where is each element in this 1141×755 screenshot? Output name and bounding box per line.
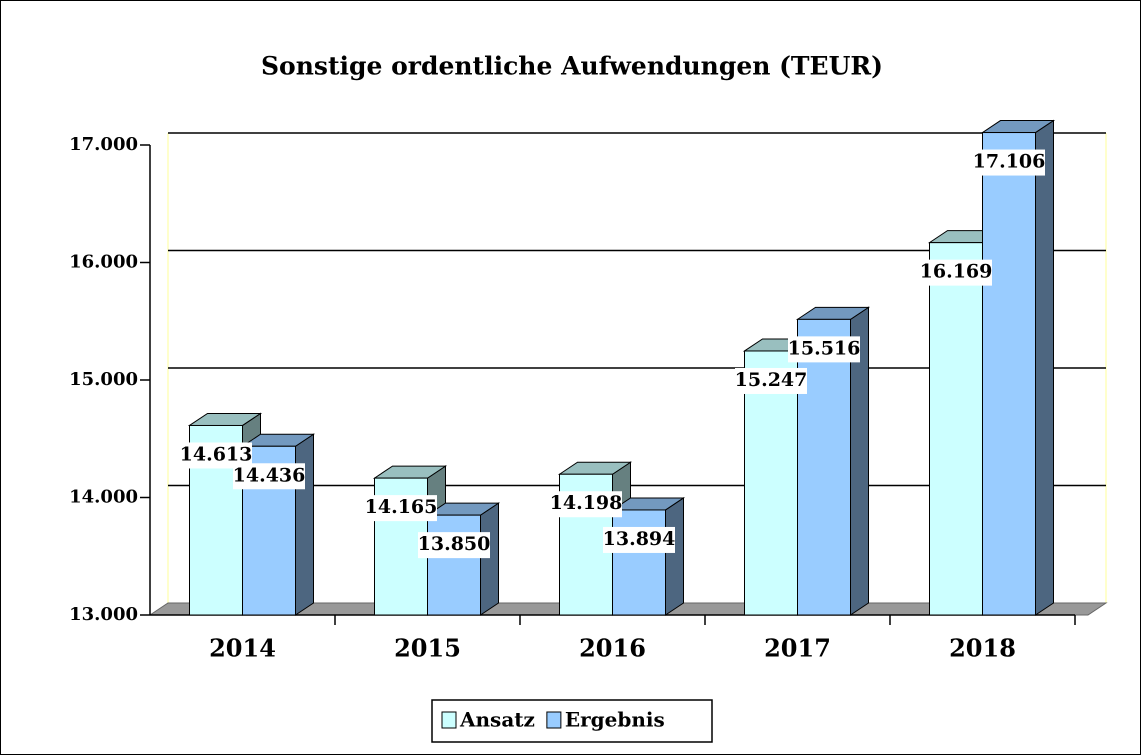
bar (612, 509, 666, 616)
value-label: 14.198 (550, 492, 623, 514)
value-label-bg (920, 259, 992, 286)
y-tick-label: 13.000 (69, 604, 138, 625)
bar-side (665, 497, 684, 616)
value-label-bg (973, 149, 1045, 176)
x-tick-label: 2014 (209, 634, 276, 663)
value-label: 13.894 (603, 528, 676, 550)
y-tick-label: 16.000 (69, 252, 138, 273)
bar-side (480, 502, 499, 616)
value-label-bg (233, 463, 305, 490)
bar-side (295, 433, 314, 616)
value-label: 14.436 (233, 464, 306, 486)
legend-label: Ansatz (459, 708, 535, 732)
y-tick-label: 14.000 (69, 487, 138, 508)
value-label-bg (735, 367, 807, 394)
value-label: 14.165 (365, 496, 438, 518)
value-label-bg (365, 495, 437, 522)
value-label-bg (788, 336, 860, 363)
bar (744, 350, 798, 616)
legend-swatch (546, 711, 562, 729)
x-tick-label: 2017 (764, 634, 831, 663)
chart-title: Sonstige ordentliche Aufwendungen (TEUR) (261, 52, 883, 81)
value-label-bg (418, 532, 490, 559)
x-tick-label: 2018 (949, 634, 1016, 663)
bar (929, 242, 983, 616)
value-label-bg (603, 526, 675, 553)
bar (982, 132, 1036, 616)
bar (427, 514, 481, 616)
y-tick-label: 15.000 (69, 369, 138, 390)
value-label: 16.169 (920, 261, 993, 283)
value-label: 13.850 (418, 533, 491, 555)
value-label: 15.516 (788, 337, 861, 359)
x-tick-label: 2015 (394, 634, 461, 663)
value-label-bg (550, 491, 622, 518)
y-tick-label: 17.000 (69, 134, 138, 155)
value-label: 17.106 (973, 151, 1046, 173)
legend-box (431, 699, 713, 743)
bar (797, 318, 851, 616)
legend-label: Ergebnis (565, 708, 665, 732)
x-tick-label: 2016 (579, 634, 646, 663)
legend-swatch (441, 711, 457, 729)
value-label: 14.613 (180, 443, 253, 465)
bar-side (1035, 119, 1054, 616)
value-label: 15.247 (735, 369, 808, 391)
